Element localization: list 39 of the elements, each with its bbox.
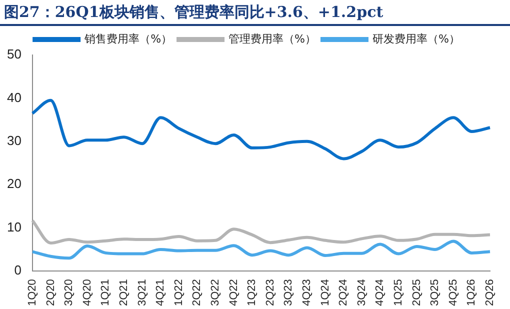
x-tick-label: 2Q23 xyxy=(264,279,276,306)
chart-title: 图27：26Q1板块销售、管理费率同比+3.6、+1.2pct xyxy=(0,0,510,26)
x-tick-label: 4Q24 xyxy=(374,279,386,306)
x-tick-label: 3Q25 xyxy=(429,279,442,306)
x-tick-label: 4Q21 xyxy=(154,279,167,306)
x-tick-label: 2Q25 xyxy=(410,279,423,306)
x-tick-label: 3Q20 xyxy=(63,279,76,306)
y-tick-label: 50 xyxy=(6,46,22,62)
y-tick-label: 40 xyxy=(6,90,22,105)
x-tick-label: 3Q21 xyxy=(136,279,148,306)
x-tick-label: 1Q22 xyxy=(172,279,185,306)
x-tick-label: 1Q25 xyxy=(392,279,405,306)
x-tick-label: 1Q23 xyxy=(246,279,258,306)
x-tick-label: 2Q21 xyxy=(118,279,130,306)
x-tick-label: 2Q22 xyxy=(191,279,204,306)
y-tick-label: 20 xyxy=(6,176,22,192)
legend-label: 销售费用率（%） xyxy=(84,32,172,46)
x-tick-label: 1Q24 xyxy=(319,279,332,306)
x-tick-label: 3Q22 xyxy=(210,279,222,306)
x-tick-label: 3Q23 xyxy=(282,279,295,306)
y-tick-label: 30 xyxy=(6,133,22,148)
line-series xyxy=(30,240,492,260)
x-tick-label: 1Q20 xyxy=(26,279,38,306)
x-tick-label: 4Q23 xyxy=(301,279,314,306)
x-tick-label: 2Q24 xyxy=(338,279,350,306)
legend-label: 管理费用率（%） xyxy=(228,32,316,46)
line-series xyxy=(30,219,492,244)
line-series xyxy=(30,98,492,160)
y-tick-label: 10 xyxy=(6,219,22,234)
x-tick-label: 4Q20 xyxy=(81,279,94,306)
y-tick-label: 0 xyxy=(14,262,22,278)
x-tick-label: 1Q21 xyxy=(100,279,112,306)
x-tick-label: 1Q26 xyxy=(466,279,478,306)
x-tick-label: 4Q25 xyxy=(447,279,460,306)
x-tick-label: 2Q26 xyxy=(484,279,496,306)
x-tick-label: 2Q20 xyxy=(44,279,57,306)
x-tick-label: 4Q22 xyxy=(228,279,240,306)
legend-label: 研发费用率（%） xyxy=(372,32,460,46)
x-tick-label: 3Q24 xyxy=(356,279,368,306)
